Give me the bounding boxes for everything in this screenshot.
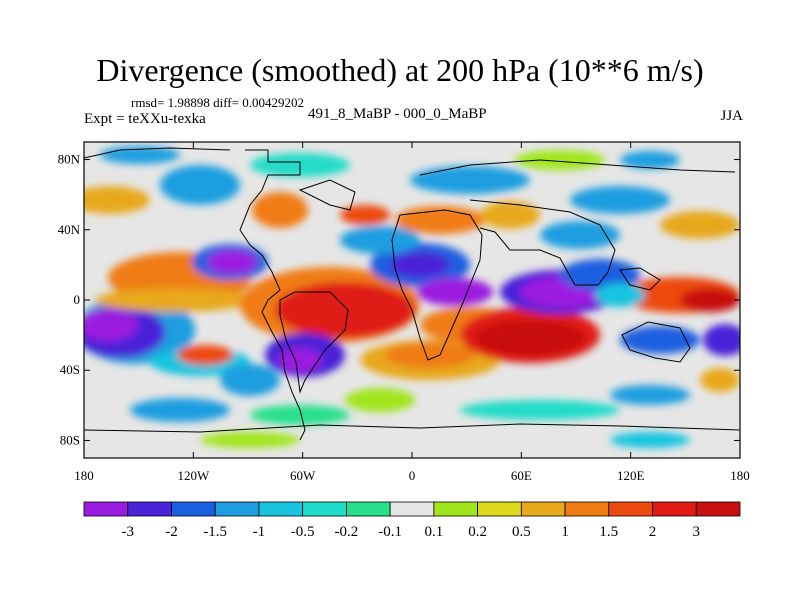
colorbar-swatch [258, 501, 304, 517]
colorbar-swatch [345, 501, 391, 517]
colorbar-label: -1.5 [203, 524, 227, 540]
colorbar-swatch [695, 501, 741, 517]
latitude-axis: 80N 40N 0 40S 80S [58, 152, 740, 447]
lat-tick-label: 0 [74, 292, 81, 307]
coastlines [84, 147, 740, 441]
colorbar-swatch [302, 501, 347, 517]
lat-tick-label: 40N [58, 222, 81, 237]
colorbar-swatch [83, 501, 129, 517]
colorbar-swatch [214, 501, 260, 517]
colorbar-swatch [389, 501, 435, 517]
colorbar-label: -0.1 [378, 524, 402, 540]
experiment-label: Expt = teXXu-texka [84, 111, 206, 127]
colorbar-label: 3 [693, 524, 701, 540]
colorbar-label: 1 [561, 524, 569, 540]
colorbar-label: -2 [165, 524, 178, 540]
lon-tick-label: 120E [617, 468, 645, 483]
divergence-field [84, 142, 740, 458]
colorbar-swatch [433, 501, 479, 517]
colorbar-label: 2 [649, 524, 657, 540]
colorbar-label: -0.2 [335, 524, 359, 540]
plot-title: Divergence (smoothed) at 200 hPa (10**6 … [96, 52, 704, 88]
stats-label: rmsd= 1.98898 diff= 0.00429202 [131, 95, 304, 110]
lon-tick-label: 0 [409, 468, 416, 483]
colorbar-swatch [171, 501, 216, 517]
colorbar-label: 0.2 [468, 524, 487, 540]
colorbar-label: 0.1 [424, 524, 443, 540]
colorbar-swatch [127, 501, 172, 517]
colorbar-swatch [652, 501, 697, 517]
colorbar-label: 1.5 [599, 524, 618, 540]
colorbar-label: -1 [253, 524, 266, 540]
colorbar: -3 -2 -1.5 -1 -0.5 -0.2 -0.1 0.1 0.2 0.5 1 1.5 2 3 [83, 501, 741, 540]
lon-tick-label: 60W [290, 468, 316, 483]
colorbar-swatch [477, 501, 522, 517]
season-label: JJA [720, 108, 743, 124]
difference-label: 491_8_MaBP - 000_0_MaBP [308, 106, 487, 122]
lon-tick-label: 120W [177, 468, 210, 483]
lat-tick-label: 80N [58, 152, 81, 167]
lat-tick-label: 40S [60, 362, 80, 377]
lat-tick-label: 80S [60, 432, 80, 447]
colorbar-swatch [608, 501, 653, 517]
colorbar-label: 0.5 [512, 524, 531, 540]
longitude-axis: 180 120W 60W 0 60E 120E 180 [74, 142, 750, 483]
colorbar-swatch [564, 501, 610, 517]
colorbar-label: -3 [121, 524, 134, 540]
lon-tick-label: 60E [511, 468, 532, 483]
colorbar-swatch [520, 501, 566, 517]
lon-tick-label: 180 [730, 468, 750, 483]
lon-tick-label: 180 [74, 468, 94, 483]
colorbar-label: -0.5 [291, 524, 315, 540]
